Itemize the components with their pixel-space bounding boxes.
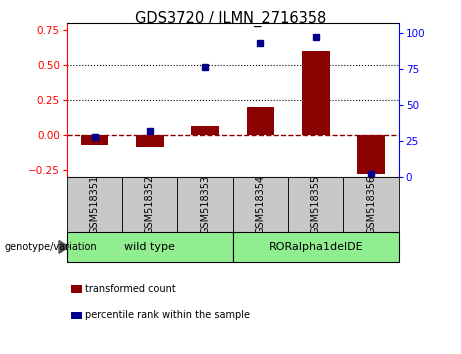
Text: genotype/variation: genotype/variation bbox=[5, 242, 97, 252]
FancyBboxPatch shape bbox=[343, 177, 399, 232]
FancyBboxPatch shape bbox=[67, 177, 122, 232]
Text: GSM518354: GSM518354 bbox=[255, 175, 266, 234]
Text: transformed count: transformed count bbox=[85, 284, 176, 293]
Text: GSM518352: GSM518352 bbox=[145, 175, 155, 234]
Text: GSM518355: GSM518355 bbox=[311, 175, 321, 234]
FancyBboxPatch shape bbox=[288, 177, 343, 232]
Bar bbox=[357, 135, 385, 174]
Polygon shape bbox=[59, 241, 69, 253]
FancyBboxPatch shape bbox=[233, 177, 288, 232]
FancyBboxPatch shape bbox=[233, 232, 399, 262]
FancyBboxPatch shape bbox=[67, 232, 233, 262]
Bar bbox=[81, 135, 108, 145]
Bar bbox=[191, 126, 219, 135]
Bar bbox=[136, 135, 164, 147]
Text: GSM518353: GSM518353 bbox=[200, 175, 210, 234]
FancyBboxPatch shape bbox=[122, 177, 177, 232]
Text: percentile rank within the sample: percentile rank within the sample bbox=[85, 310, 250, 320]
FancyBboxPatch shape bbox=[177, 177, 233, 232]
Bar bbox=[302, 51, 330, 135]
Text: GSM518351: GSM518351 bbox=[89, 175, 100, 234]
Text: GDS3720 / ILMN_2716358: GDS3720 / ILMN_2716358 bbox=[135, 11, 326, 27]
Text: RORalpha1delDE: RORalpha1delDE bbox=[268, 242, 363, 252]
Text: GSM518356: GSM518356 bbox=[366, 175, 376, 234]
Text: wild type: wild type bbox=[124, 242, 175, 252]
Bar bbox=[247, 107, 274, 135]
